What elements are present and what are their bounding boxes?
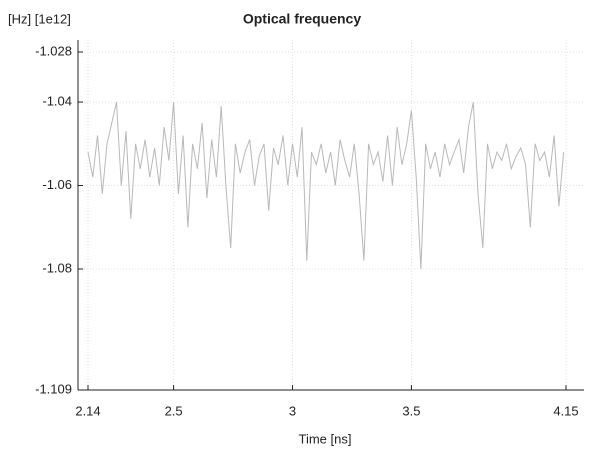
data-line [87, 101, 565, 270]
y-tick-label: -1.04 [42, 94, 72, 109]
y-tick-label: -1.06 [42, 177, 72, 192]
x-tick-label: 2.14 [75, 403, 100, 418]
x-tick-label: 3.5 [402, 403, 420, 418]
y-tick-label: -1.109 [35, 381, 72, 396]
y-tick-label: -1.08 [42, 260, 72, 275]
x-axis-label: Time [ns] [299, 431, 352, 446]
chart-title: Optical frequency [243, 11, 361, 27]
y-unit-label: [Hz] [1e12] [8, 11, 71, 26]
x-tick-label: 2.5 [165, 403, 183, 418]
x-tick-label: 4.15 [553, 403, 578, 418]
y-tick-label: -1.028 [35, 43, 72, 58]
x-tick-label: 3 [289, 403, 296, 418]
